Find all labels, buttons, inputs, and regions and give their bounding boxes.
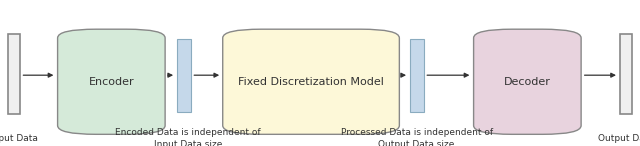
Text: Output Data: Output Data (598, 134, 640, 143)
Text: Encoded Data is independent of
Input Data size: Encoded Data is independent of Input Dat… (115, 128, 261, 146)
FancyBboxPatch shape (58, 29, 165, 134)
FancyBboxPatch shape (223, 29, 399, 134)
Text: Fixed Discretization Model: Fixed Discretization Model (238, 77, 384, 87)
Text: Input Data: Input Data (0, 134, 38, 143)
Bar (410, 39, 424, 112)
Text: Encoder: Encoder (88, 77, 134, 87)
Bar (620, 34, 632, 114)
Text: Processed Data is independent of
Output Data size: Processed Data is independent of Output … (340, 128, 493, 146)
Bar (8, 34, 20, 114)
FancyBboxPatch shape (474, 29, 581, 134)
Bar (177, 39, 191, 112)
Text: Decoder: Decoder (504, 77, 551, 87)
